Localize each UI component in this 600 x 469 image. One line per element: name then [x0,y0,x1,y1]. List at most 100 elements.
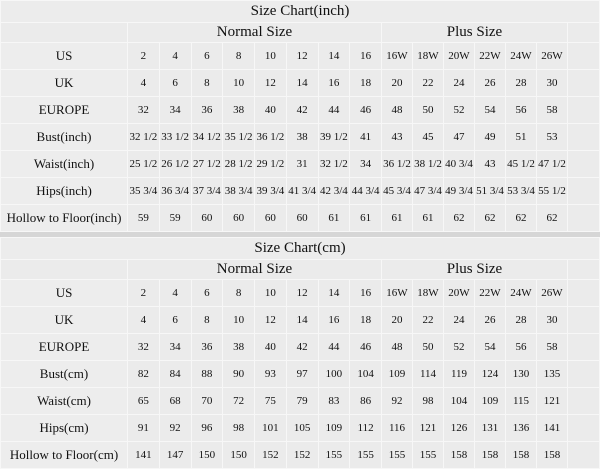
size-cell: 93 [254,360,287,388]
size-cell: 56 [505,333,537,361]
blank-cell [0,259,128,280]
row-label: Waist(cm) [0,387,128,415]
size-cell: 8 [190,306,224,334]
size-cell: 44 [317,96,351,124]
size-cell: 36 [190,96,224,124]
size-cell: 155 [381,441,413,469]
size-cell: 59 [158,204,192,232]
size-cell: 6 [158,306,192,334]
size-cell: 70 [190,387,224,415]
size-cell: 53 3/4 [505,177,537,205]
size-cell: 61 [317,204,351,232]
size-cell: 92 [381,387,413,415]
size-cell: 96 [190,414,224,442]
size-cell: 20W [443,279,475,307]
size-cell: 12 [285,279,319,307]
size-cell: 130 [505,360,537,388]
size-cell: 38 3/4 [222,177,255,205]
size-cell: 4 [158,42,192,70]
size-cell: 14 [285,306,319,334]
size-cell: 38 [222,333,255,361]
table-row: Bust(cm) 82 84 88 90 93 97 100 104 109 114 119 124 13… [0,360,600,388]
size-cell: 44 [317,333,351,361]
row-label: Bust(cm) [0,360,128,388]
size-cell: 158 [474,441,506,469]
size-cell: 62 [443,204,475,232]
size-cell: 52 [443,96,475,124]
size-cell: 28 [505,306,537,334]
size-cell: 97 [285,360,319,388]
size-cell: 37 3/4 [190,177,224,205]
blank-cell [567,333,600,361]
size-cell: 32 [127,96,160,124]
size-cell: 155 [412,441,444,469]
size-cell: 20W [443,42,475,70]
size-cell: 10 [222,306,255,334]
blank-cell [567,279,600,307]
size-cell: 18W [412,42,444,70]
size-cell: 98 [412,387,444,415]
size-cell: 20 [381,69,413,97]
group-header-normal: Normal Size [127,22,382,43]
size-cell: 34 [349,150,382,178]
group-header-normal: Normal Size [127,259,382,280]
size-cell: 58 [536,333,568,361]
size-cell: 43 [474,150,506,178]
size-cell: 4 [158,279,192,307]
row-label: Hollow to Floor(inch) [0,204,128,232]
size-cell: 158 [536,441,568,469]
size-cell: 62 [505,204,537,232]
size-cell: 12 [285,42,319,70]
table-title: Size Chart(inch) [0,0,600,23]
size-cell: 79 [285,387,319,415]
size-cell: 24 [443,69,475,97]
table-row: US 2 4 6 8 10 12 14 16 16W 18W 20W 22W 24W 26W [0,279,600,307]
size-cell: 60 [190,204,224,232]
size-cell: 124 [474,360,506,388]
size-cell: 150 [190,441,224,469]
size-cell: 109 [474,387,506,415]
size-cell: 141 [536,414,568,442]
blank-cell [567,69,600,97]
group-header-plus: Plus Size [381,259,568,280]
table-row: Hollow to Floor(cm) 141 147 150 150 152 152 155… [0,441,600,469]
size-cell: 104 [349,360,382,388]
size-cell: 34 [158,333,192,361]
size-cell: 10 [254,279,287,307]
size-cell: 115 [505,387,537,415]
size-cell: 6 [158,69,192,97]
size-cell: 40 [254,333,287,361]
table-row: UK 4 6 8 10 12 14 16 18 20 22 24 26 28 30 [0,306,600,334]
table-title: Size Chart(cm) [0,237,600,260]
blank-cell [567,96,600,124]
size-cell: 135 [536,360,568,388]
size-cell: 36 1/2 [381,150,413,178]
size-cell: 24W [505,279,537,307]
size-cell: 88 [190,360,224,388]
size-cell: 62 [536,204,568,232]
table-row: UK 4 6 8 10 12 14 16 18 20 22 24 26 28 30 [0,69,600,97]
size-cell: 55 1/2 [536,177,568,205]
size-cell: 16 [317,69,351,97]
table-row: Bust(inch) 32 1/2 33 1/2 34 1/2 35 1/2 36 1/2… [0,123,600,151]
size-cell: 39 3/4 [254,177,287,205]
size-cell: 22W [474,279,506,307]
size-cell: 8 [190,69,224,97]
size-cell: 34 [158,96,192,124]
size-cell: 34 1/2 [190,123,224,151]
size-cell: 50 [412,333,444,361]
blank-cell [567,441,600,469]
size-cell: 4 [127,69,160,97]
blank-cell [567,259,600,280]
row-label: Bust(inch) [0,123,128,151]
size-chart-cm: Size Chart(cm) Normal Size Plus Size US 2 4 6 8… [0,237,600,469]
size-cell: 52 [443,333,475,361]
size-cell: 62 [474,204,506,232]
size-cell: 10 [254,42,287,70]
blank-cell [567,204,600,232]
size-chart-inch: Size Chart(inch) Normal Size Plus Size US 2 4… [0,0,600,232]
size-cell: 20 [381,306,413,334]
table-row: Waist(cm) 65 68 70 72 75 79 83 86 92 98 104 109 115 12… [0,387,600,415]
size-cell: 84 [158,360,192,388]
size-cell: 136 [505,414,537,442]
